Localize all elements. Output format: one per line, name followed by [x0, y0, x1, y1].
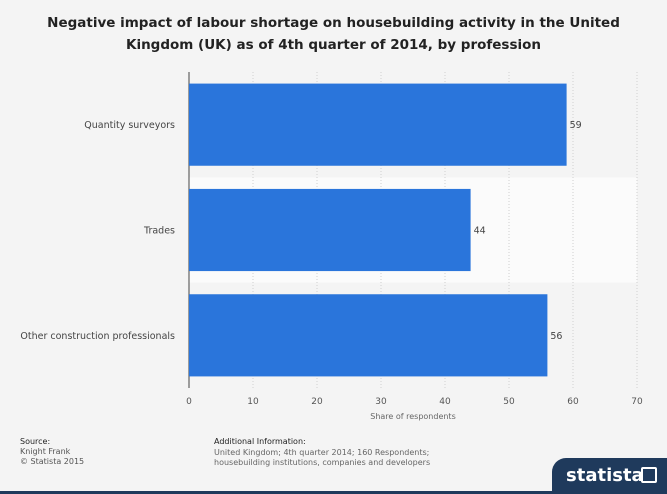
category-label: Quantity surveyors: [84, 120, 175, 131]
brand-name: statista: [566, 465, 644, 486]
source-block: Source: Knight Frank © Statista 2015: [20, 437, 84, 467]
x-tick-label: 60: [567, 397, 579, 407]
copyright-line: © Statista 2015: [20, 457, 85, 466]
x-tick-label: 30: [375, 397, 387, 407]
x-tick-label: 50: [503, 397, 515, 407]
footer-stripe: [0, 491, 552, 494]
bar: [189, 294, 548, 377]
source-label: Source:: [20, 437, 51, 446]
additional-info-text: United Kingdom; 4th quarter 2014; 160 Re…: [214, 448, 431, 467]
additional-info-label: Additional Information:: [214, 437, 306, 446]
chart-title: Negative impact of labour shortage on ho…: [47, 15, 620, 53]
x-tick-label: 20: [311, 397, 323, 407]
source-line: Knight Frank: [20, 447, 71, 456]
x-tick-label: 40: [439, 397, 451, 407]
x-tick-label: 0: [186, 397, 192, 407]
x-tick-label: 10: [247, 397, 259, 407]
bar: [189, 188, 471, 272]
statista-logo-icon: [641, 467, 657, 483]
category-label: Trades: [143, 226, 175, 237]
x-axis-title: Share of respondents: [370, 412, 456, 421]
bar-chart: 59 Quantity surveyors 44 Trades 56 Other cons…: [20, 72, 643, 421]
bar-value-label: 59: [570, 120, 582, 131]
bar: [189, 83, 567, 166]
statista-logo[interactable]: statista: [552, 458, 667, 494]
additional-info-block: Additional Information: United Kingdom; …: [214, 437, 484, 468]
x-tick-label: 70: [631, 397, 643, 407]
bar-value-label: 44: [474, 226, 486, 237]
bar-value-label: 56: [550, 331, 562, 342]
category-label: Other construction professionals: [20, 331, 175, 342]
